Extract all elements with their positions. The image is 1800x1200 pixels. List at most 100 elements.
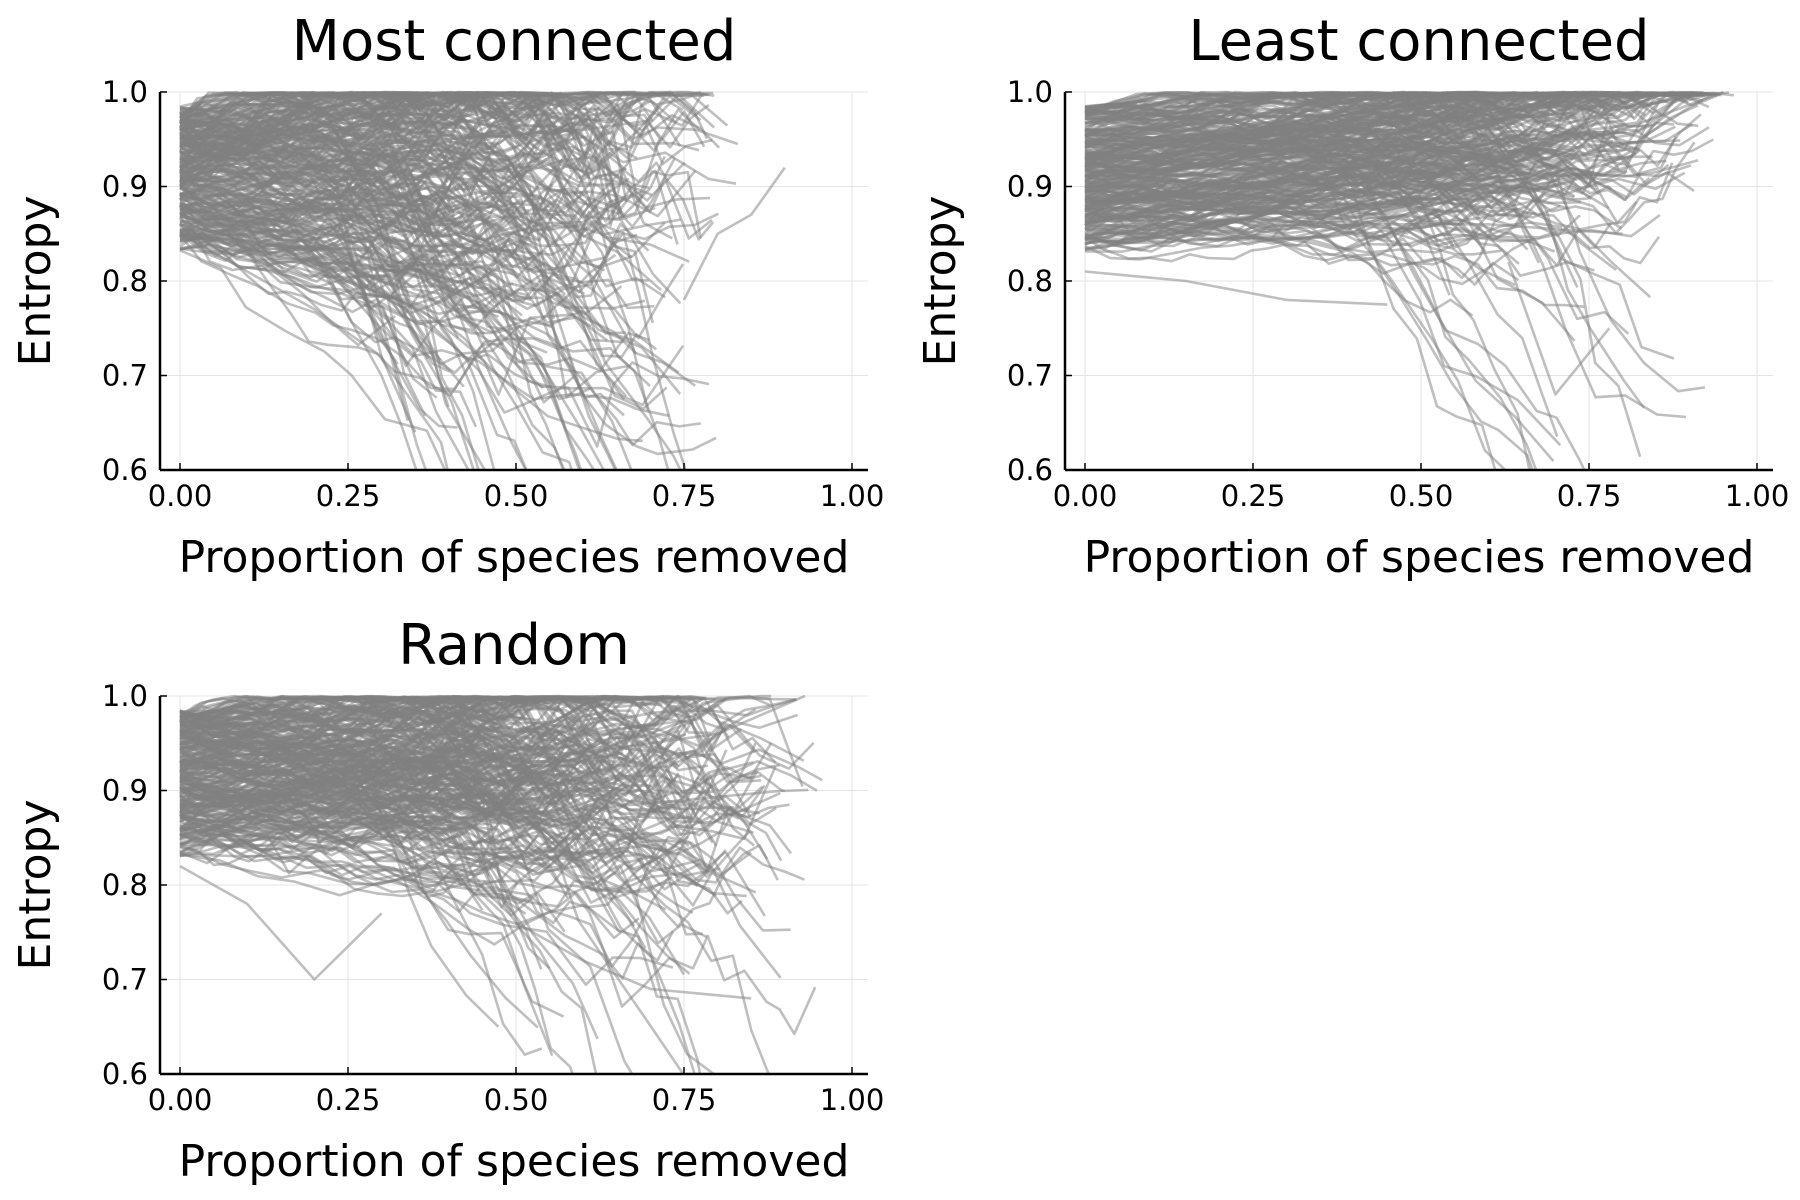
panel-title: Random (398, 613, 630, 678)
trajectory-group (178, 694, 823, 1074)
trajectory-line (179, 104, 537, 191)
x-tick-label: 1.00 (820, 479, 885, 513)
panel-title: Least connected (1188, 9, 1649, 74)
trajectory-line (1084, 92, 1556, 149)
y-axis-label: Entropy (10, 800, 61, 971)
trajectory-group (178, 90, 786, 470)
trajectory-line (179, 209, 618, 470)
trajectory-line (179, 118, 480, 224)
trajectory-line (1084, 91, 1704, 241)
trajectory-line (179, 782, 817, 1036)
trajectory-line (179, 769, 600, 860)
y-tick-label: 0.6 (102, 1057, 148, 1091)
trajectory-line (179, 124, 713, 215)
trajectory-line (1084, 90, 1724, 169)
trajectory-line (1084, 92, 1687, 419)
trajectory-line (179, 119, 651, 160)
trajectory-line (179, 154, 418, 256)
trajectory-line (179, 232, 417, 433)
x-axis-label: Proportion of species removed (1084, 532, 1755, 583)
trajectory-line (179, 700, 539, 748)
x-tick-label: 0.50 (1389, 479, 1454, 513)
trajectory-line (179, 90, 670, 470)
y-tick-label: 0.7 (102, 963, 148, 997)
trajectory-line (179, 788, 702, 873)
trajectory-line (1084, 130, 1627, 179)
trajectory-line (179, 115, 573, 470)
trajectory-line (1084, 96, 1452, 154)
trajectory-line (179, 784, 607, 840)
trajectory-line (179, 222, 717, 456)
y-tick-label: 0.6 (102, 453, 148, 487)
x-tick-label: 0.75 (652, 479, 717, 513)
y-tick-label: 0.9 (102, 774, 148, 808)
y-tick-label: 1.0 (102, 679, 148, 713)
trajectory-line (179, 815, 574, 1074)
y-tick-label: 0.9 (1007, 170, 1053, 204)
trajectory-line (178, 91, 591, 179)
trajectory-line (179, 235, 701, 447)
trajectory-line (1084, 142, 1639, 189)
x-tick-label: 0.75 (652, 1083, 717, 1117)
x-tick-label: 0.50 (484, 479, 549, 513)
trajectory-line (180, 694, 806, 764)
y-tick-label: 0.7 (1007, 359, 1053, 393)
trajectory-line (1084, 135, 1677, 250)
y-tick-label: 0.7 (102, 359, 148, 393)
x-tick-label: 1.00 (820, 1083, 885, 1117)
trajectory-line (179, 759, 718, 897)
trajectory-line (1084, 146, 1479, 186)
trajectory-line (1084, 270, 1388, 306)
y-axis-label: Entropy (10, 196, 61, 367)
trajectory-line (1084, 209, 1661, 244)
trajectory-line (179, 181, 456, 238)
trajectory-line (1084, 173, 1507, 218)
x-tick-label: 0.25 (316, 479, 381, 513)
trajectory-line (1084, 115, 1549, 167)
x-tick-label: 0.50 (484, 1083, 549, 1117)
trajectory-line (179, 789, 785, 830)
x-axis-label: Proportion of species removed (179, 532, 850, 583)
trajectory-line (179, 826, 711, 893)
trajectory-line (1084, 109, 1596, 219)
trajectory-line (179, 220, 586, 331)
x-tick-label: 0.00 (1053, 479, 1118, 513)
trajectory-line (1084, 91, 1491, 156)
trajectory-line (179, 141, 487, 470)
trajectory-line (178, 91, 620, 196)
trajectory-line (1084, 92, 1480, 136)
trajectory-line (179, 695, 507, 768)
trajectory-line (179, 815, 693, 870)
trajectory-line (179, 108, 628, 191)
trajectory-line (179, 698, 683, 809)
trajectory-line (1084, 169, 1449, 247)
trajectory-line (179, 165, 464, 230)
x-tick-label: 0.00 (148, 1083, 213, 1117)
trajectory-line (1084, 180, 1482, 253)
trajectory-line (179, 145, 590, 233)
y-tick-label: 1.0 (1007, 75, 1053, 109)
panel-title: Most connected (292, 9, 737, 74)
trajectory-line (179, 767, 484, 911)
trajectory-line (179, 725, 615, 757)
trajectory-line (179, 92, 647, 140)
trajectory-line (178, 197, 465, 388)
trajectory-line (179, 204, 517, 320)
trajectory-line (1084, 91, 1715, 205)
x-tick-label: 0.00 (148, 479, 213, 513)
x-tick-label: 0.25 (316, 1083, 381, 1117)
trajectory-line (179, 694, 659, 739)
trajectory-line (179, 853, 674, 986)
trajectory-line (179, 162, 600, 226)
panel-random: 0.6 0.7 0.8 0.9 1.0 0.00 0.25 0.50 0.75 1.00 Rando… (10, 613, 884, 1187)
trajectory-line (179, 91, 550, 182)
trajectory-line (179, 811, 522, 898)
trajectory-line (179, 729, 560, 811)
trajectory-line (1084, 160, 1598, 234)
y-tick-label: 0.9 (102, 170, 148, 204)
panel-least-connected: 0.6 0.7 0.8 0.9 1.0 0.00 0.25 0.50 0.75 1.00 Least… (915, 9, 1789, 583)
trajectory-line (178, 726, 536, 841)
trajectory-group (1084, 90, 1735, 470)
trajectory-line (179, 723, 675, 980)
